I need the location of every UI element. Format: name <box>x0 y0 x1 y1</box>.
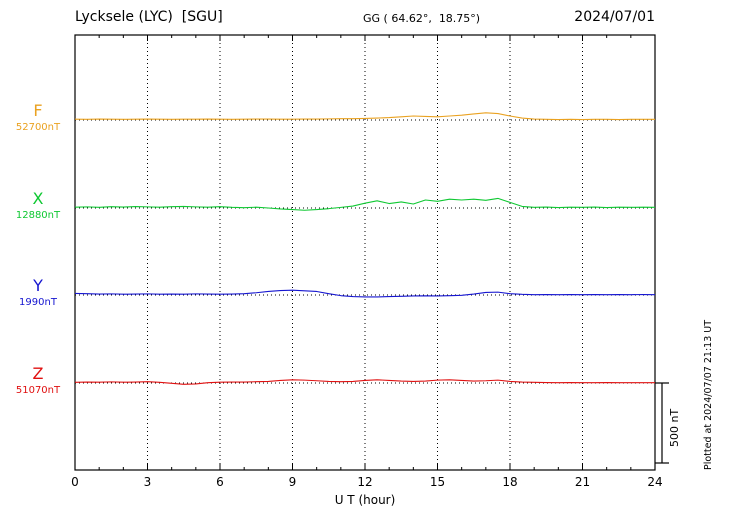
plot-date: 2024/07/01 <box>574 9 655 25</box>
series-letter-Y: Y <box>33 276 43 295</box>
series-label-Z: Z 51070nT <box>6 366 70 396</box>
scale-bar-label: 500 nT <box>668 408 681 447</box>
series-label-F: F 52700nT <box>6 103 70 133</box>
x-tick-21: 21 <box>574 475 591 489</box>
trace-X <box>74 197 656 211</box>
series-baseline-F: 52700nT <box>15 122 61 133</box>
series-baseline-X: 12880nT <box>15 210 61 221</box>
trace-Y <box>74 289 656 298</box>
series-baseline-Z: 51070nT <box>15 385 61 396</box>
station-title: Lycksele (LYC) [SGU] <box>75 9 223 25</box>
x-tick-12: 12 <box>357 475 373 489</box>
series-baseline-Y: 1990nT <box>19 297 57 308</box>
x-tick-24: 24 <box>647 475 663 489</box>
x-tick-0: 0 <box>71 475 79 489</box>
trace-Z <box>74 379 655 385</box>
x-tick-3: 3 <box>143 475 152 489</box>
series-letter-F: F <box>33 101 43 120</box>
plotted-timestamp: Plotted at 2024/07/07 21:13 UT <box>703 319 714 470</box>
geographic-coordinates: GG ( 64.62°, 18.75°) <box>363 12 481 25</box>
x-tick-15: 15 <box>429 475 446 489</box>
x-axis-title: U T (hour) <box>334 493 396 507</box>
trace-F <box>74 112 655 121</box>
series-label-Y: Y 1990nT <box>6 278 70 308</box>
series-letter-Z: Z <box>32 364 44 383</box>
x-tick-9: 9 <box>288 475 297 489</box>
series-letter-X: X <box>32 189 44 208</box>
plot-frame <box>74 34 656 471</box>
x-tick-6: 6 <box>216 475 224 489</box>
series-label-X: X 12880nT <box>6 191 70 221</box>
x-tick-18: 18 <box>502 475 518 489</box>
